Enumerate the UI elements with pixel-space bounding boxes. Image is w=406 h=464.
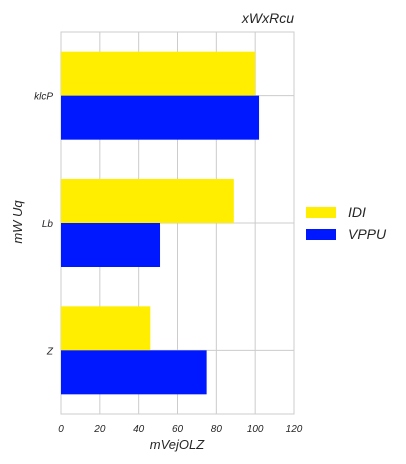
x-tick-label: 100 [247,424,264,435]
x-tick-label: 20 [93,424,106,435]
bar-vppu-lb [61,223,161,267]
x-axis-label: mVejOLZ [150,437,205,452]
y-tick-label: Lb [42,219,54,230]
bar-idi-lb [61,179,234,223]
bar-vppu-klcp [61,95,260,140]
chart-title: xWxRcu [241,10,294,26]
tick-labels: 0 20 40 60 80 100 120 klcP Lb Z [34,92,303,435]
y-tick-label: Z [46,346,54,357]
y-tick-label: klcP [34,92,53,103]
x-tick-label: 80 [211,424,223,435]
legend-item-vppu: VPPU [306,223,386,245]
bar-idi-z [61,306,151,351]
legend-swatch-vppu [306,228,336,240]
x-tick-label: 120 [286,424,303,435]
legend-label-idi: IDI [348,204,366,220]
legend-swatch-idi [306,206,336,218]
y-axis-label: mW Uq [10,200,25,244]
legend: IDI VPPU [306,201,386,245]
legend-item-idi: IDI [306,201,386,223]
x-tick-label: 40 [133,424,145,435]
x-tick-label: 0 [58,424,64,435]
bar-idi-klcp [61,51,256,96]
bar-vppu-z [61,350,207,395]
bars [61,51,260,395]
x-tick-label: 60 [172,424,184,435]
legend-label-vppu: VPPU [348,226,387,242]
